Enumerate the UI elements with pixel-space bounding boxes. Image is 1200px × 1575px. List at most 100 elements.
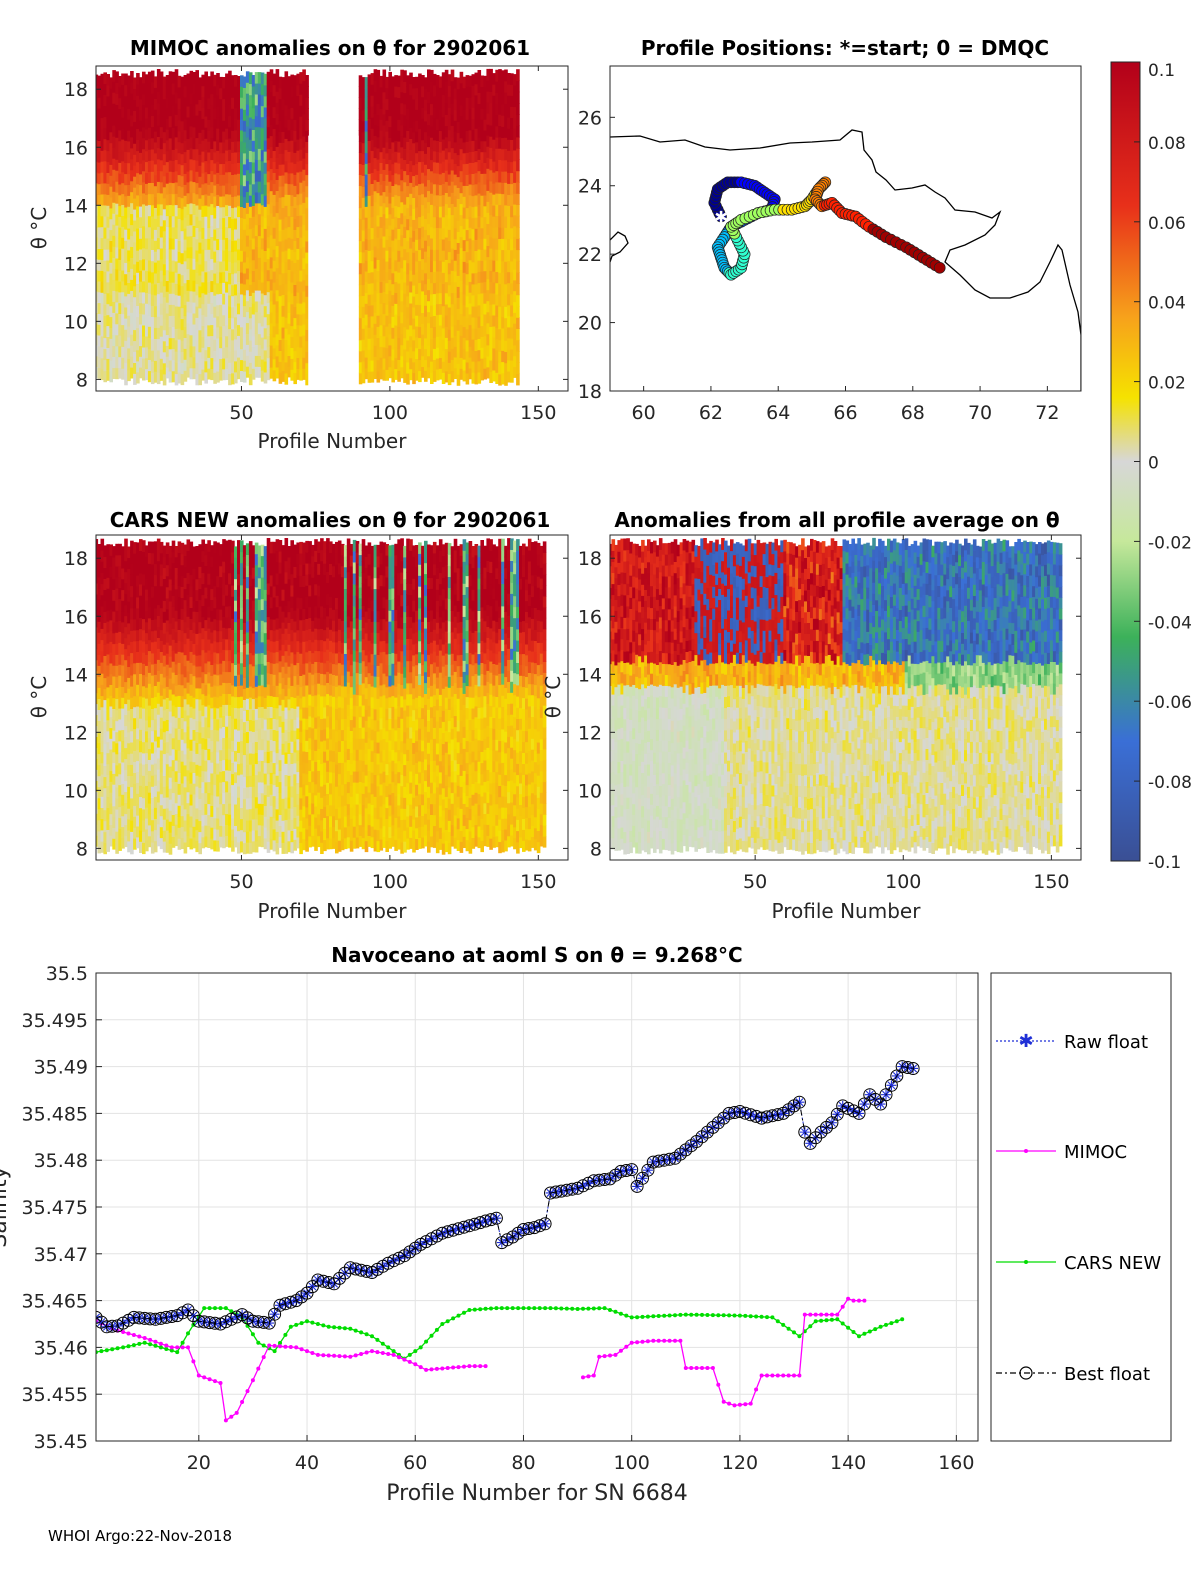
heatmap-cell [492,292,496,305]
heatmap-cell [245,180,250,192]
heatmap-cell [281,283,286,295]
heatmap-cell [275,212,280,225]
heatmap-cell [139,367,143,379]
heatmap-cell [147,672,152,684]
heatmap-cell [96,290,99,303]
heatmap-cell [418,315,422,328]
heatmap-cell [100,717,105,730]
heatmap-cell [153,218,158,230]
heatmap-cell [207,803,211,816]
heatmap-cell [296,346,300,358]
heatmap-cell [376,214,381,227]
heatmap-cell [121,160,125,173]
heatmap-cell [240,119,244,131]
heatmap-cell [296,313,300,326]
heatmap-cell [180,684,185,697]
heatmap-cell [124,659,128,672]
heatmap-cell [373,279,378,291]
heatmap-cell [96,813,99,825]
heatmap-cell [118,587,122,600]
heatmap-cell [222,77,226,89]
heatmap-cell [174,317,179,329]
colorbar-tick-label: 0.1 [1148,61,1175,81]
heatmap-cell [106,829,110,841]
heatmap-cell [394,75,398,87]
heatmap-cell [269,311,274,324]
heatmap-cell [201,605,205,618]
heatmap-cell [103,94,107,106]
heatmap-cell [112,708,116,720]
heatmap-cell [162,698,167,711]
heatmap-cell [293,229,297,241]
heatmap-cell [462,120,467,132]
heatmap-cell [109,619,113,632]
heatmap-cell [228,328,232,341]
heatmap-cell [103,655,107,668]
heatmap-cell [189,268,194,281]
heatmap-cell [480,368,484,381]
heatmap-cell [201,336,205,348]
heatmap-cell [171,248,176,261]
heatmap-cell [222,358,226,370]
heatmap-cell [418,216,422,229]
heatmap-cell [290,151,294,163]
heatmap-cell [480,108,484,120]
heatmap-cell [136,760,140,772]
heatmap-cell [373,290,378,302]
heatmap-cell [269,223,274,236]
heatmap-cell [465,119,470,131]
heatmap-cell [453,120,458,132]
heatmap-cell [165,608,170,621]
heatmap-cell [186,769,191,782]
heatmap-cell [263,140,268,152]
heatmap-cell [260,149,265,162]
heatmap-cell [198,318,202,331]
heatmap-cell [240,86,244,98]
heatmap-cell [489,337,493,350]
heatmap-cell [145,226,149,239]
heatmap-cell [278,372,283,384]
heatmap-cell [260,248,265,261]
heatmap-cell [121,675,125,687]
heatmap-cell [269,323,274,335]
heatmap-cell [183,228,188,240]
heatmap-cell [139,88,143,100]
heatmap-cell [213,361,217,373]
heatmap-cell [210,794,214,806]
heatmap-cell [492,161,496,173]
heatmap-cell [486,300,490,313]
heatmap-cell [468,173,473,185]
heatmap-cell [159,596,164,609]
heatmap-cell [507,161,511,173]
heatmap-cell [447,362,452,374]
heatmap-cell [418,84,422,97]
heatmap-cell [139,807,143,820]
heatmap-cell [492,369,496,382]
heatmap-cell [130,71,134,83]
heatmap-cell [213,618,217,631]
heatmap-cell [441,216,446,229]
heatmap-cell [156,560,161,573]
heatmap-cell [174,249,179,262]
heatmap-cell [195,600,199,612]
heatmap-cell [165,204,170,217]
heatmap-cell [373,190,378,203]
heatmap-cell [388,170,392,182]
heatmap-cell [237,248,241,261]
heatmap-cell [103,227,107,239]
heatmap-cell [468,346,473,358]
heatmap-cell [421,344,425,357]
heatmap-cell [100,335,105,348]
heatmap-cell [400,80,404,93]
heatmap-cell [156,812,161,825]
heatmap-cell [406,273,410,286]
heatmap-cell [222,239,226,251]
heatmap-cell [287,323,292,335]
heatmap-cell [299,182,303,194]
heatmap-cell [444,315,449,327]
heatmap-cell [153,371,158,383]
heatmap-cell [438,281,443,294]
heatmap-cell [159,662,164,674]
heatmap-cell [139,796,143,809]
heatmap-cell [97,720,102,733]
